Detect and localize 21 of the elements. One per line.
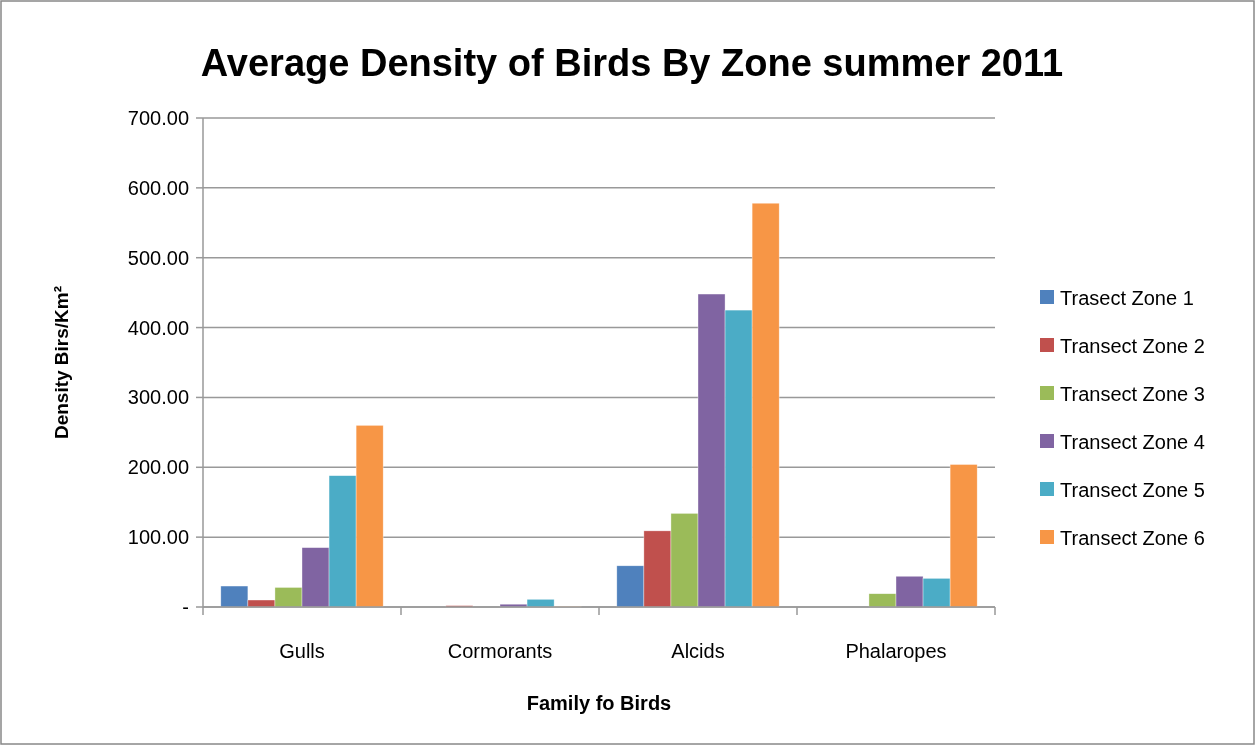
x-axis-title: Family fo Birds [526, 692, 672, 714]
y-axis-title: Density Birs/Km² [51, 285, 72, 440]
legend-label: Transect Zone 5 [1060, 479, 1205, 501]
legend-label: Transect Zone 2 [1060, 335, 1205, 357]
legend-label: Transect Zone 4 [1060, 431, 1205, 453]
legend-label: Transect Zone 6 [1060, 527, 1205, 549]
y-tick-label: 600.00 [127, 176, 189, 199]
legend-label: Trasect Zone 1 [1060, 287, 1194, 309]
x-tick-label: Gulls [279, 640, 325, 662]
y-tick-label: 500.00 [127, 246, 189, 269]
y-tick-label: 100.00 [127, 526, 189, 549]
chart-title: Average Density of Birds By Zone summer 2011 [200, 42, 1064, 84]
y-tick-label: - [182, 596, 189, 618]
x-tick-label: Phalaropes [845, 640, 947, 662]
y-tick-label: 300.00 [127, 386, 189, 409]
y-tick-label: 400.00 [127, 316, 189, 339]
x-tick-label: Cormorants [447, 640, 553, 662]
y-tick-label: 200.00 [127, 456, 189, 479]
y-tick-label: 700.00 [127, 107, 189, 129]
x-tick-label: Alcids [671, 640, 725, 662]
legend-label: Transect Zone 3 [1060, 383, 1205, 405]
